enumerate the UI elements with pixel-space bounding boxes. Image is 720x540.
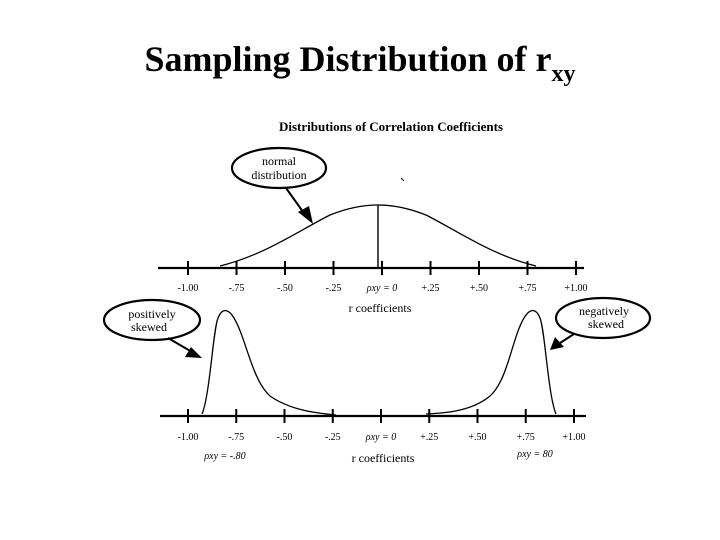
rho-marker-left: ρxy = -.80 [203,451,245,462]
callout-arrowhead [298,206,313,224]
callout-arrow-line [559,333,575,344]
callout-normal-line2: distribution [251,168,306,182]
bottom-axis-label: r coefficients [352,451,415,465]
axis-tick-label: +.50 [468,432,486,443]
axis-tick-label: +1.00 [564,283,587,294]
axis-tick-label: -.75 [228,432,244,443]
positively-skewed-curve [201,309,337,416]
small-mark [400,177,405,182]
bottom-axis-ticks [187,409,575,423]
negatively-skewed-curve [425,309,557,415]
top-panel: -1.00 -.75 -.50 -.25 ρxy = 0 +.25 +.50 +.75 +1.0… [158,146,588,315]
axis-tick-label: +1.00 [562,432,585,443]
callout-arrow-line [167,337,193,353]
axis-tick-label: +.50 [470,283,488,294]
axis-tick-label: -.25 [326,283,342,294]
axis-tick-label: +.75 [517,432,535,443]
axis-tick-label: -.50 [277,432,293,443]
axis-tick-label: -.25 [325,432,341,443]
rho-marker-right: ρxy = 80 [516,449,552,460]
axis-tick-label: -1.00 [178,432,199,443]
callout-positive-line1: positively [128,307,175,321]
axis-tick-label: -.75 [229,283,245,294]
callout-normal-line1: normal [262,154,297,168]
slide-title-main: Sampling Distribution of r [144,39,552,79]
callout-arrowhead [185,347,202,358]
callout-bubble [230,146,328,190]
callout-normal-distribution: normal distribution [230,146,328,224]
callout-negative-line2: skewed [588,317,624,331]
axis-tick-label: +.25 [421,283,439,294]
bottom-panel: -1.00 -.75 -.50 -.25 ρxy = 0 +.25 +.50 +.75 +1.0… [102,296,652,465]
callout-bubble [554,296,652,340]
callout-positive-line2: skewed [131,320,167,334]
axis-tick-label: ρxy = 0 [365,432,396,443]
top-axis-tick-labels: -1.00 -.75 -.50 -.25 ρxy = 0 +.25 +.50 +.75 +1.0… [178,283,588,294]
callout-bubble [102,298,202,342]
slide-title: Sampling Distribution of rxy [0,38,720,88]
axis-tick-label: ρxy = 0 [366,283,397,294]
callout-positively-skewed: positively skewed [102,298,202,358]
callout-negatively-skewed: negatively skewed [550,296,652,350]
bottom-axis-tick-labels: -1.00 -.75 -.50 -.25 ρxy = 0 +.25 +.50 +.75 +1.0… [178,432,586,443]
axis-tick-label: +.25 [420,432,438,443]
top-axis-ticks [187,261,577,275]
top-axis-label: r coefficients [349,301,412,315]
axis-tick-label: -.50 [277,283,293,294]
axis-tick-label: +.75 [518,283,536,294]
callout-arrowhead [550,337,564,350]
slide-title-subscript: xy [551,61,576,87]
figure-heading: Distributions of Correlation Coefficient… [279,119,503,134]
callout-negative-line1: negatively [579,304,629,318]
axis-tick-label: -1.00 [178,283,199,294]
